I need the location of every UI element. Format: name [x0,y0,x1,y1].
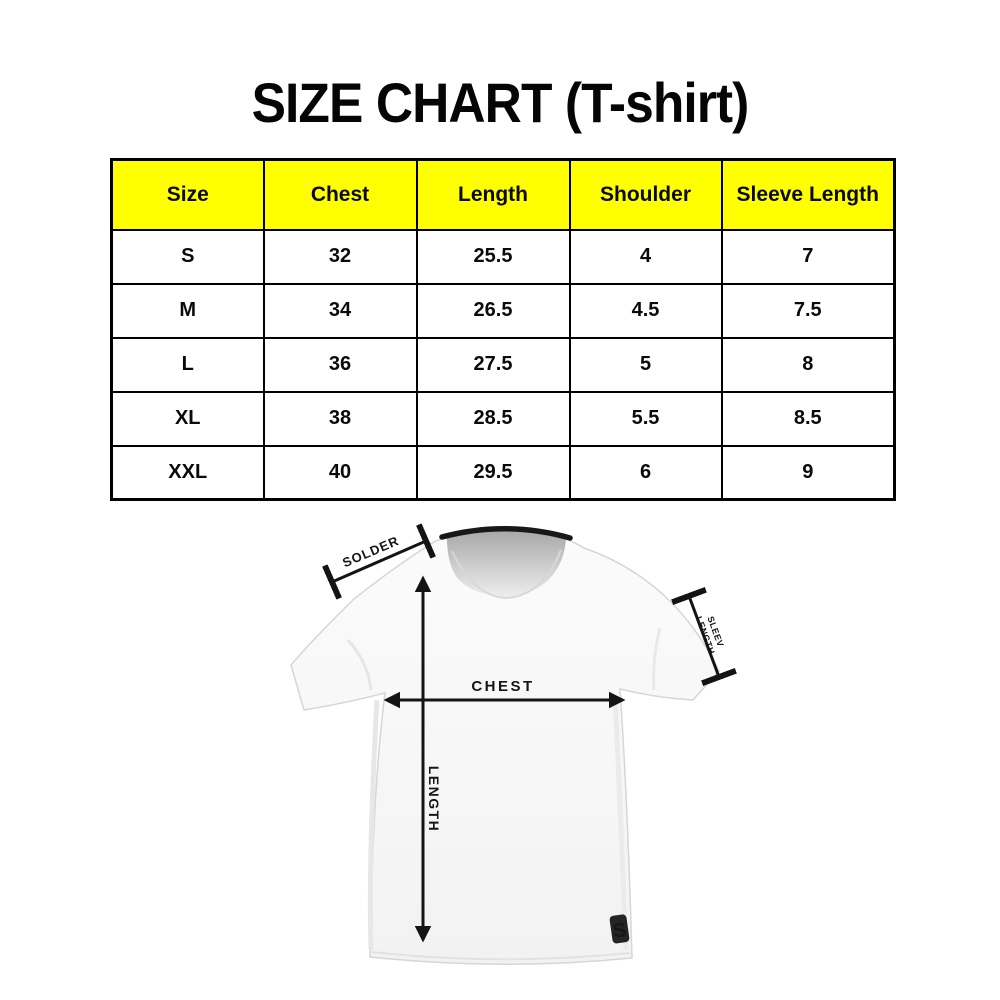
table-row: M 34 26.5 4.5 7.5 [110,282,896,339]
cell-shoulder: 5.5 [568,390,723,447]
header-length: Length [415,158,571,231]
sleeve-dimension-line [671,586,737,687]
cell-length: 27.5 [415,336,571,393]
collar-rib-seam [451,549,562,600]
cell-length: 25.5 [415,228,571,285]
cell-size: M [110,282,265,339]
page-title-text: SIZE CHART (T-shirt) [251,71,750,134]
crease-right-sleeve [652,627,662,691]
cell-size: XXL [110,444,265,501]
cell-length: 29.5 [415,444,571,501]
page-title: SIZE CHART (T-shirt) [0,70,1000,135]
table-row: L 36 27.5 5 8 [110,336,896,393]
cell-size: XL [110,390,265,447]
table-row: S 32 25.5 4 7 [110,228,896,285]
header-size: Size [110,158,265,231]
cell-sleeve: 8.5 [720,390,896,447]
length-label: LENGTH [426,766,442,833]
cell-sleeve: 9 [720,444,896,501]
brand-tag-letter: S [612,919,628,943]
cell-shoulder: 4 [568,228,723,285]
back-collar-band [439,526,573,541]
tshirt-body [290,530,720,966]
table-row: XXL 40 29.5 6 9 [110,444,896,501]
chest-label: CHEST [471,678,534,695]
header-shoulder: Shoulder [568,158,723,231]
hem-seam [371,951,631,961]
cell-length: 26.5 [415,282,571,339]
shading-left [367,699,380,951]
cell-sleeve: 8 [720,336,896,393]
header-sleeve-length: Sleeve Length [720,158,896,231]
tshirt-illustration: S [290,526,720,966]
tshirt-measurement-diagram: S CHEST LENGTH SOLDER SLEEV LENGTH [290,523,737,966]
cell-chest: 36 [262,336,418,393]
cell-shoulder: 6 [568,444,723,501]
cell-size: L [110,336,265,393]
cell-shoulder: 5 [568,336,723,393]
cell-chest: 38 [262,390,418,447]
cell-sleeve: 7 [720,228,896,285]
brand-tag: S [609,914,630,944]
cell-chest: 32 [262,228,418,285]
shoulder-dimension-line [322,523,436,600]
size-table: Size Chest Length Shoulder Sleeve Length… [110,158,896,501]
header-chest: Chest [262,158,418,231]
cell-size: S [110,228,265,285]
cell-chest: 40 [262,444,418,501]
neck-opening [447,531,566,597]
cell-shoulder: 4.5 [568,282,723,339]
dimension-lines [322,523,737,943]
table-header-row: Size Chest Length Shoulder Sleeve Length [110,158,896,231]
cell-sleeve: 7.5 [720,282,896,339]
table-row: XL 38 28.5 5.5 8.5 [110,390,896,447]
cell-chest: 34 [262,282,418,339]
crease-left-sleeve [346,638,373,691]
cell-length: 28.5 [415,390,571,447]
